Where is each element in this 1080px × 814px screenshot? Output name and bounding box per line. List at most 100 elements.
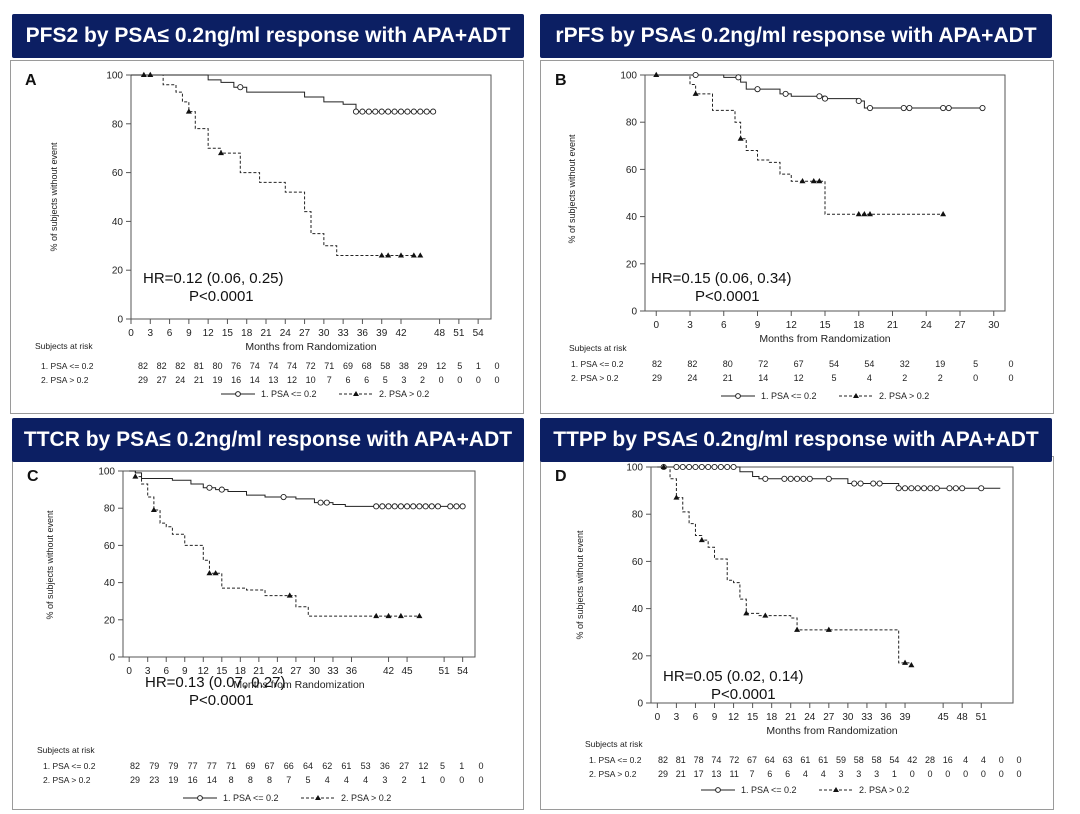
risk-count: 82 [652, 359, 662, 369]
risk-count: 29 [417, 361, 427, 371]
censor-mark-circle [952, 485, 959, 492]
censor-mark-circle [686, 463, 693, 471]
risk-count: 7 [327, 375, 332, 385]
risk-count: 58 [872, 755, 882, 765]
risk-count: 13 [268, 375, 278, 385]
censor-mark-circle [908, 485, 915, 492]
y-tick-label: 80 [104, 504, 116, 515]
y-tick-label: 100 [620, 71, 637, 82]
risk-count: 54 [889, 755, 899, 765]
censor-mark-circle [422, 503, 429, 510]
censor-mark-circle [921, 485, 928, 492]
censor-mark-triangle [940, 211, 947, 217]
panel-c: C 0 20 40 60 80 100 0 3 6 9 12 15 18 21 24 27 30 33 36 42 45 5… [12, 456, 524, 810]
risk-row-label: 1. PSA <= 0.2 [43, 761, 96, 771]
censor-mark-triangle [385, 612, 392, 619]
risk-count: 5 [305, 775, 310, 785]
x-tick-label: 12 [728, 712, 740, 723]
censor-mark-circle [359, 108, 366, 115]
censor-mark-circle [237, 84, 244, 91]
risk-count: 6 [345, 375, 350, 385]
censor-mark-circle [754, 86, 761, 93]
risk-count: 2 [938, 373, 943, 383]
censor-mark-circle [857, 480, 864, 487]
legend-label-1: 1. PSA <= 0.2 [223, 793, 279, 803]
risk-count: 54 [864, 359, 874, 369]
legend-label-1: 1. PSA <= 0.2 [761, 391, 817, 401]
risk-count: 21 [723, 373, 733, 383]
y-tick-label: 0 [637, 699, 643, 710]
censor-mark-triangle [212, 570, 219, 576]
x-tick-label: 6 [163, 666, 169, 677]
censor-mark-circle [979, 104, 986, 112]
censor-mark-triangle [185, 108, 192, 114]
y-tick-label: 80 [112, 119, 124, 130]
y-tick-label: 40 [626, 212, 638, 223]
censor-mark-circle [679, 463, 686, 471]
censor-mark-circle [717, 463, 724, 471]
x-tick-label: 54 [473, 328, 485, 339]
censor-mark-triangle [743, 610, 750, 616]
y-tick-label: 80 [632, 510, 644, 521]
risk-count: 5 [457, 361, 462, 371]
risk-count: 78 [694, 755, 704, 765]
risk-count: 11 [730, 769, 739, 779]
legend-marker-triangle [853, 393, 859, 398]
panel-title-b: rPFS by PSA≤ 0.2ng/ml response with APA+… [540, 14, 1052, 58]
legend-label-2: 2. PSA > 0.2 [859, 785, 909, 795]
censor-mark-triangle [810, 178, 817, 184]
risk-count: 29 [652, 373, 662, 383]
risk-count: 16 [231, 375, 241, 385]
risk-count: 82 [157, 361, 167, 371]
x-tick-label: 33 [327, 666, 339, 677]
censor-mark-triangle [799, 178, 806, 184]
risk-count: 36 [380, 761, 390, 771]
censor-mark-circle [379, 503, 386, 510]
censor-mark-triangle [206, 570, 213, 576]
y-tick-label: 0 [117, 315, 123, 326]
censor-mark-circle [698, 463, 705, 471]
x-tick-label: 15 [216, 666, 228, 677]
risk-count: 0 [494, 375, 499, 385]
censor-mark-circle [762, 475, 769, 482]
x-tick-label: 30 [988, 320, 1000, 331]
censor-mark-triangle [653, 71, 660, 77]
censor-mark-triangle [132, 473, 139, 479]
risk-count: 82 [175, 361, 185, 371]
risk-count: 6 [767, 769, 772, 779]
risk-count: 80 [723, 359, 733, 369]
risk-count: 74 [711, 755, 721, 765]
y-tick-label: 20 [104, 615, 116, 626]
survival-curve-2 [131, 74, 414, 257]
x-tick-label: 42 [383, 666, 395, 677]
y-axis-label: % of subjects without event [45, 510, 55, 620]
risk-count: 29 [130, 775, 140, 785]
censor-mark-circle [959, 485, 966, 492]
risk-count: 16 [943, 755, 953, 765]
censor-mark-triangle [794, 626, 801, 632]
risk-table-title: Subjects at risk [585, 739, 643, 749]
censor-mark-circle [787, 475, 794, 482]
x-tick-label: 21 [253, 666, 265, 677]
risk-count: 12 [794, 373, 804, 383]
risk-count: 69 [245, 761, 255, 771]
censor-mark-triangle [218, 149, 224, 156]
censor-mark-circle [978, 485, 985, 492]
x-tick-label: 12 [198, 666, 210, 677]
risk-count: 79 [149, 761, 159, 771]
risk-count: 71 [226, 761, 236, 771]
censor-mark-triangle [816, 178, 823, 184]
censor-mark-circle [385, 108, 392, 115]
risk-count: 61 [341, 761, 351, 771]
panel-title-a: PFS2 by PSA≤ 0.2ng/ml response with APA+… [12, 14, 524, 58]
x-tick-label: 0 [128, 328, 134, 339]
x-axis-label: Months from Randomization [766, 725, 897, 737]
risk-count: 6 [364, 375, 369, 385]
risk-count: 27 [399, 761, 409, 771]
risk-count: 77 [188, 761, 198, 771]
censor-mark-circle [373, 503, 380, 510]
legend-marker-circle [235, 391, 241, 397]
risk-count: 14 [207, 775, 217, 785]
risk-count: 4 [363, 775, 368, 785]
y-tick-label: 60 [104, 541, 116, 552]
